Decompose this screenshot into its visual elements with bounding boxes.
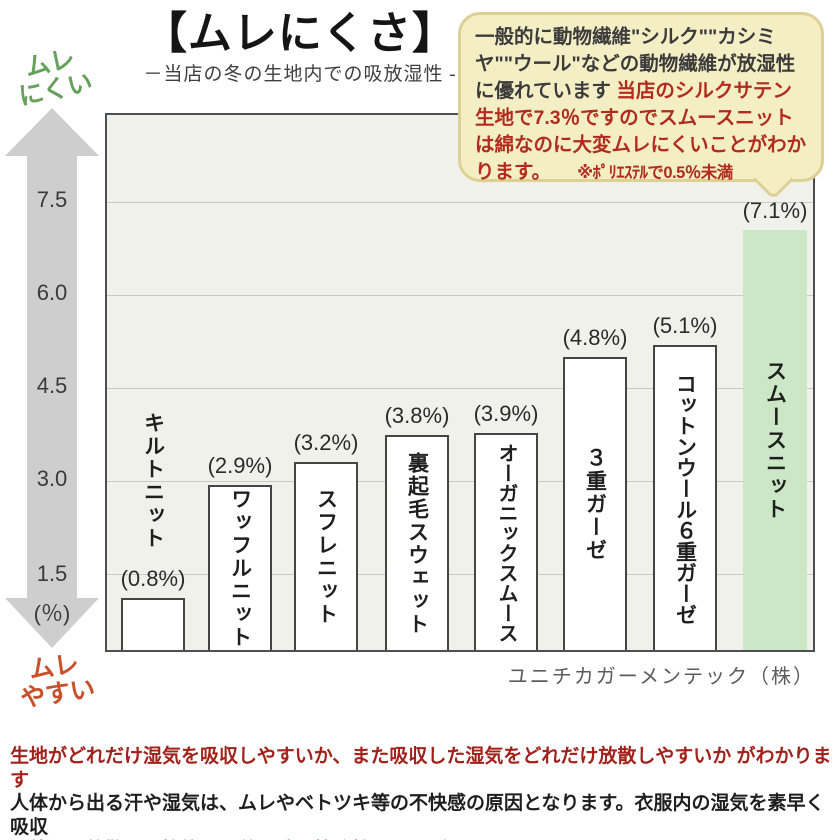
axis-tick: 4.5 [36,373,68,398]
bar-group: (7.1%) スムースニット [723,115,827,650]
bubble-note: ※ﾎﾟﾘｴｽﾃﾙで0.5％未満 [577,164,733,182]
title-block: 【ムレにくさ】 －当店の冬の生地内での吸放湿性 - [95,8,505,88]
gridline [107,295,813,296]
bar-label: コットンウール６重ガーゼ [673,372,697,625]
bar-label: オーガニックスムース [495,442,517,643]
chart-title: 【ムレにくさ】 [142,9,458,58]
arrow-shaft [27,152,77,600]
axis-unit-label: (％) [33,601,71,626]
axis-tick: 6.0 [36,280,68,305]
axis-tick: 3.0 [36,466,68,491]
bar-value: (3.8%) [384,403,450,428]
bar-value: (3.9%) [473,401,539,426]
bar-value: (4.8%) [562,325,628,350]
axis-tick: 1.5 [36,561,68,586]
bar-group: (3.2%) スフレニット [274,115,378,650]
bar [121,598,185,650]
bar-label: スムースニット [763,359,787,521]
bar-label: ３重ガーゼ [583,447,607,562]
bar-value: (7.1%) [742,198,808,223]
chart-subtitle: －当店の冬の生地内での吸放湿性 - [143,64,457,85]
bar-value: (2.9%) [207,453,273,478]
bar-label: 裏起毛スウェット [405,451,429,636]
speech-bubble: 一般的に動物繊維"シルク""カシミヤ""ウール"などの動物繊維が放湿性に優れてい… [458,12,824,183]
axis-bottom-label: ムレ やすい [3,647,110,714]
bar-label: ワッフルニット [228,488,252,649]
bar: オーガニックスムース [474,433,538,650]
bubble-text-red: 当店のシルクサテン生地で7.3％ですのでスムースニットは綿なのに大変ムレにくいこ… [475,80,807,183]
bar-value: (5.1%) [652,313,718,338]
bar-group: (3.9%) オーガニックスムース [454,115,558,650]
bar-label: キルトニット [141,412,165,550]
bar-group: キルトニット (0.8%) [101,115,205,650]
bar-value: (0.8%) [120,566,186,591]
bar: スフレニット [294,462,358,650]
bar: コットンウール６重ガーゼ [653,345,717,650]
bar: ワッフルニット [208,485,272,650]
gridline [107,202,813,203]
credit-text: ユニチカガーメンテック（株） [507,666,815,688]
plot-area: キルトニット (0.8%) (2.9%) ワッフルニット (3.2%) スフレニ… [105,113,815,652]
bar-label: スフレニット [314,488,338,626]
bar-group: (5.1%) コットンウール６重ガーゼ [633,115,737,650]
bar-group: (4.8%) ３重ガーゼ [543,115,647,650]
bar-group: (3.8%) 裏起毛スウェット [365,115,469,650]
gridline [107,481,813,482]
footer-text: 生地がどれだけ湿気を吸収しやすいか、また吸収した湿気をどれだけ放散しやすいか が… [10,745,834,840]
bar-value: (3.2%) [293,430,359,455]
footer-line-2: 人体から出る汗や湿気は、ムレやベトツキ等の不快感の原因となります。衣服内の湿気を… [10,793,825,838]
bar: ３重ガーゼ [563,357,627,650]
bar-group: (2.9%) ワッフルニット [188,115,292,650]
axis-top-label: ムレ にくい [3,41,102,113]
axis-tick: 7.5 [36,187,68,212]
bar-label-wrapper: キルトニット [101,412,205,562]
gridline [107,574,813,575]
arrow-up-head-icon [5,108,99,156]
gridline [107,388,813,389]
footer-line-1: 生地がどれだけ湿気を吸収しやすいか、また吸収した湿気をどれだけ放散しやすいか が… [10,746,832,791]
bar: 裏起毛スウェット [385,435,449,650]
bubble-text-black: 一般的に動物繊維"シルク""カシミヤ""ウール"などの動物繊維が放湿性に優れてい… [475,26,796,102]
bar-highlighted: スムースニット [743,230,807,650]
